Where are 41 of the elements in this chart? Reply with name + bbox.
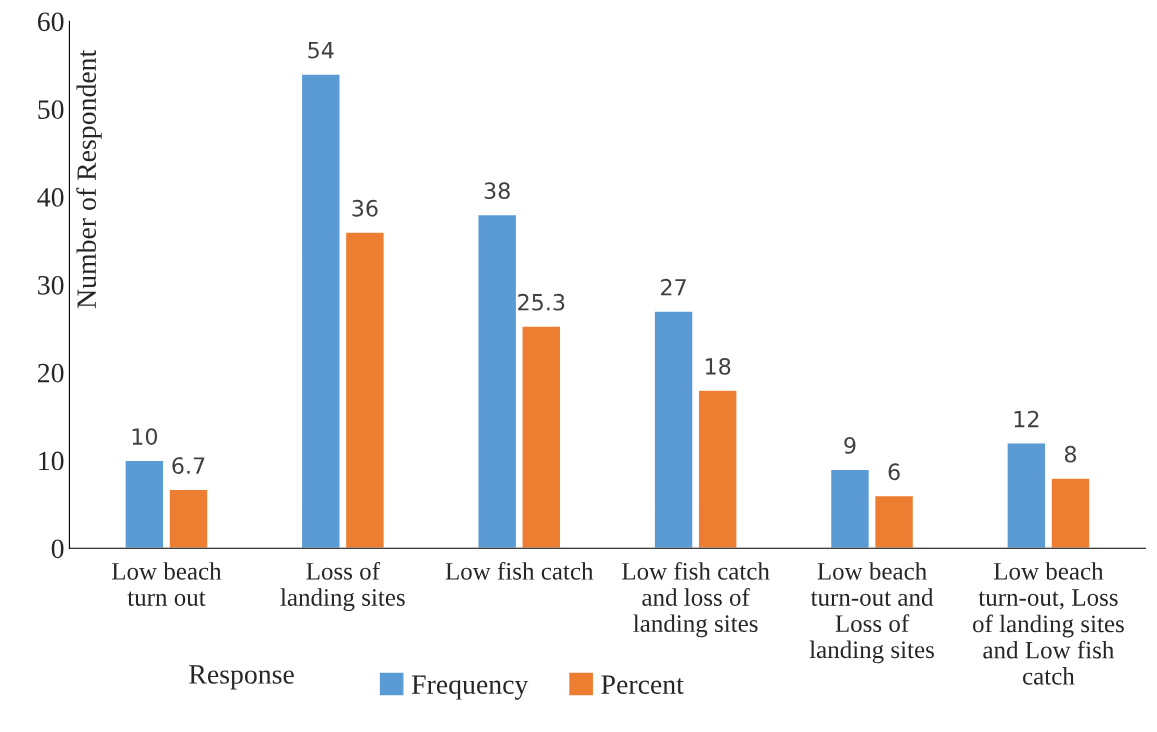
data-label: 10 — [132, 428, 158, 446]
y-tick-label: 30 — [38, 275, 64, 295]
data-label: 54 — [308, 42, 334, 59]
bar — [168, 488, 209, 549]
x-axis-title: Response — [189, 665, 294, 690]
data-label: 8 — [1064, 445, 1077, 463]
legend-label: Percent — [601, 675, 684, 694]
data-label: 36 — [352, 199, 378, 217]
data-label: 27 — [661, 278, 686, 296]
x-tick-label: Low beach turn out — [111, 562, 222, 606]
data-label: 38 — [484, 182, 510, 200]
bar — [124, 459, 165, 549]
x-tick-label: Low fish catch — [445, 561, 594, 580]
data-label: 18 — [705, 357, 731, 375]
x-tick-label: Low beach turn-out and Loss of landing sites — [809, 562, 934, 664]
y-tick-label: 0 — [51, 539, 64, 559]
bar — [829, 468, 871, 549]
bar — [1050, 477, 1091, 549]
y-tick-label: 60 — [37, 12, 64, 32]
data-label: 12 — [1014, 410, 1039, 428]
data-label: 25.3 — [518, 293, 565, 311]
data-label: 6.7 — [172, 457, 205, 474]
legend-label: Frequency — [411, 675, 529, 700]
y-tick-label: 50 — [38, 100, 64, 119]
bar — [653, 310, 694, 549]
y-tick-label: 20 — [38, 363, 64, 383]
y-axis-title: Number of Respondent — [76, 49, 102, 309]
bar — [521, 325, 562, 549]
x-tick-label: Low beach turn-out, Loss of landing sites and Low fish catch — [972, 562, 1124, 685]
y-tick-label: 10 — [39, 451, 64, 471]
bar — [697, 389, 738, 549]
data-label: 9 — [844, 436, 856, 454]
x-tick-label: Low fish catch and loss of landing sites — [622, 561, 770, 638]
y-tick-label: 40 — [37, 188, 64, 207]
bar — [300, 73, 341, 549]
bar — [873, 494, 915, 549]
data-label: 6 — [888, 463, 900, 481]
x-tick-label: Loss of landing sites — [280, 561, 405, 612]
bar — [477, 213, 518, 549]
bar — [1006, 442, 1047, 549]
bar — [344, 231, 385, 549]
